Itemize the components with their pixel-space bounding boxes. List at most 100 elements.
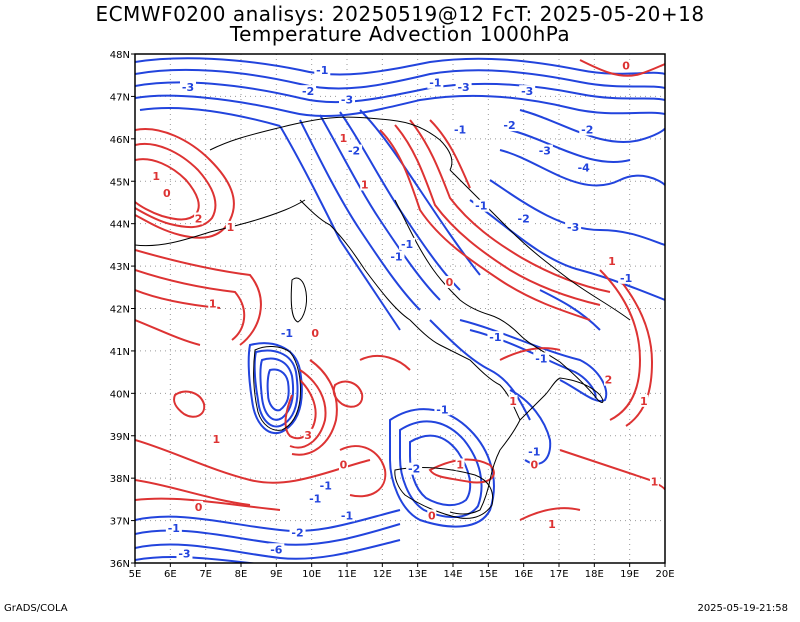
contour-value-label: 0 [530,458,538,471]
contour-value-label: 1 [209,297,217,310]
contour-value-label: 1 [651,475,659,488]
contour-label-background [621,59,631,72]
lon-tick-label: 15E [479,569,498,580]
contour-label-background [194,500,204,513]
contour-label-background [526,445,543,458]
contour-value-label: -1 [475,200,487,213]
contour-label-background [162,186,172,199]
contour-value-label: -2 [302,85,314,98]
lon-tick-label: 14E [443,569,462,580]
contour-label-background [388,250,405,263]
contour-label-background [268,543,285,556]
contour-value-label: 0 [311,327,319,340]
coastlines-and-borders [135,116,631,519]
contour-value-label: -1 [454,123,466,136]
contour-labels: -3-1-2-3-1 -3 -3-2-1 -2-3-4-1-2-3-2-1-1-1-1… [151,59,659,561]
contour-value-label: -3 [521,85,533,98]
contour-label-background [278,326,295,339]
lon-tick-label: 17E [549,569,568,580]
contour-field [135,57,665,563]
italy-coastline [299,199,604,515]
contour-label-background [310,326,320,339]
contour-value-label: 1 [152,170,160,183]
sicily-coastline [394,467,494,519]
contour-label-background [307,492,324,505]
lat-tick-label: 40N [110,389,130,400]
contour-label-background [434,403,451,416]
contour-value-label: -1 [309,492,321,505]
contour-value-label: 0 [446,276,454,289]
contour-value-label: -1 [320,480,332,493]
lon-tick-label: 11E [337,569,356,580]
lon-tick-label: 12E [373,569,392,580]
contour-label-background [194,212,204,225]
contour-label-background [300,85,317,98]
contour-value-label: -3 [567,221,579,234]
contour-value-label: -3 [182,81,194,94]
lon-tick-label: 8E [235,569,248,580]
contour-value-label: -1 [401,238,413,251]
contour-label-background [317,479,334,492]
contour-label-background [618,271,635,284]
contour-label-background [165,522,182,535]
contour-value-label: -1 [341,509,353,522]
negative-contours [135,57,665,563]
contour-value-label: -3 [341,94,353,107]
contour-label-background [339,93,355,106]
contour-label-background [314,63,331,76]
lon-tick-label: 18E [585,569,604,580]
contour-value-label: 3 [304,429,312,442]
contour-label-background [180,80,196,93]
lon-tick-label: 10E [302,569,321,580]
contour-label-background [519,85,536,98]
contour-value-label: 1 [509,395,517,408]
lon-tick-label: 6E [164,569,177,580]
generation-timestamp: 2025-05-19-21:58 [697,603,788,614]
contour-value-label: 1 [340,132,348,145]
lon-tick-label: 9E [270,569,283,580]
contour-label-background [289,526,306,539]
contour-label-background [607,254,617,267]
sardinia-coastline [253,346,301,431]
contour-label-background [399,237,416,250]
contour-label-background [639,394,649,407]
corsica-coastline [290,277,307,323]
contour-label-background [338,131,348,144]
contour-label-background [575,161,592,174]
contour-label-background [455,80,472,93]
contour-label-background [360,178,370,191]
positive-contours [135,59,665,521]
contour-value-label: -1 [436,403,448,416]
contour-label-background [529,458,539,471]
adriatic-east-coast [449,169,631,321]
lat-tick-label: 42N [110,305,130,316]
contour-label-background [501,119,518,132]
lat-tick-label: 48N [110,50,130,61]
contour-value-label: 1 [212,433,220,446]
contour-label-background [649,475,659,488]
lat-tick-label: 45N [110,177,130,188]
contour-value-label: -3 [539,145,551,158]
contour-label-background [508,394,518,407]
lon-tick-label: 20E [655,569,674,580]
lon-tick-label: 5E [129,569,142,580]
contour-label-background [225,220,235,233]
contour-value-label: -1 [620,272,632,285]
france-coast [135,199,306,247]
lat-tick-label: 36N [110,559,130,570]
contour-value-label: 0 [428,509,436,522]
contour-label-background [406,462,423,475]
contour-value-label: 0 [340,458,348,471]
contour-value-label: 1 [548,518,556,531]
contour-label-background [533,352,550,365]
contour-value-label: 2 [195,212,203,225]
contour-value-label: 1 [608,255,616,268]
contour-value-label: -1 [281,327,293,340]
lat-tick-label: 41N [110,347,130,358]
lat-tick-label: 43N [110,262,130,273]
contour-value-label: -2 [503,119,515,132]
contour-label-background [151,170,161,183]
contour-label-background [346,144,363,157]
